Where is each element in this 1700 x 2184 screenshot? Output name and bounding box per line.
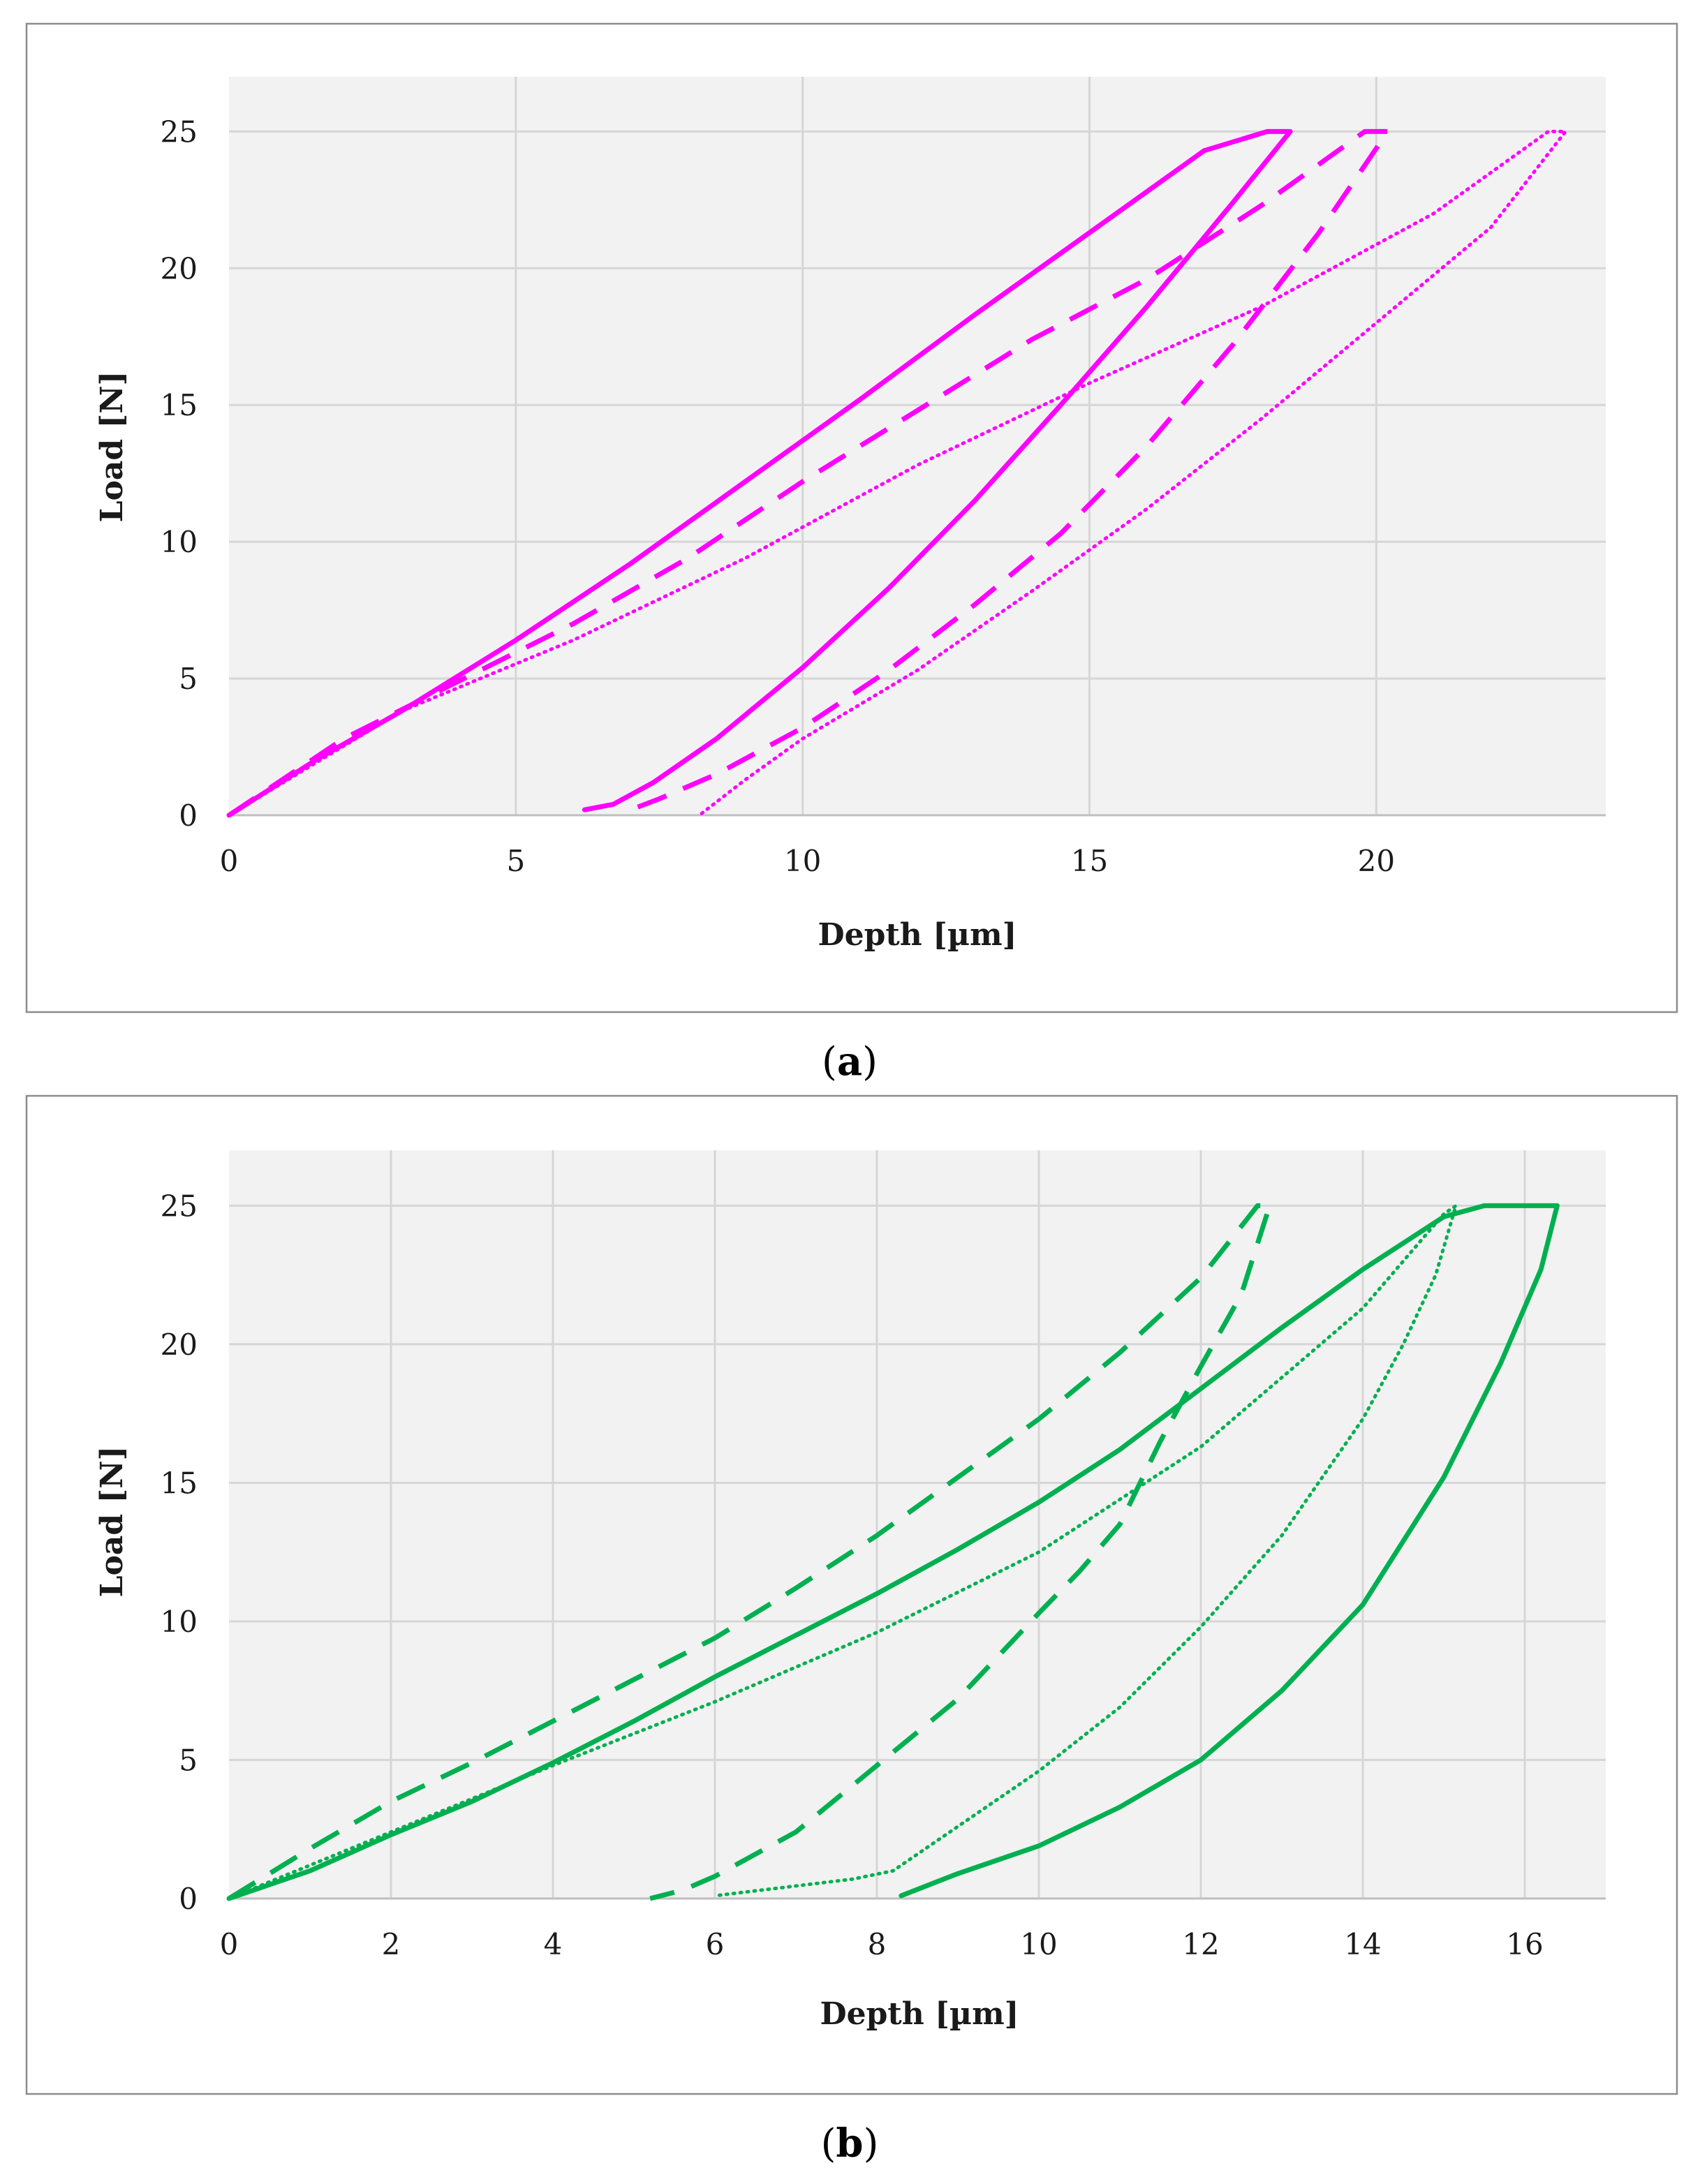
panel-a-plot-area bbox=[229, 77, 1606, 815]
panel-a-caption-open: ( bbox=[822, 1039, 837, 1085]
panel-a-caption-close: ) bbox=[862, 1039, 878, 1085]
y-tick-label: 15 bbox=[161, 388, 198, 422]
panel-b-caption-letter: b bbox=[836, 2120, 863, 2167]
panel-b-plot-area bbox=[229, 1150, 1606, 1899]
panel-a-caption-letter: a bbox=[837, 1039, 862, 1085]
y-tick-label: 0 bbox=[179, 798, 198, 833]
panel-b-series bbox=[226, 1203, 1560, 1901]
y-tick-label: 0 bbox=[179, 1882, 198, 1916]
panel-b-y-axis-label: Load [N] bbox=[94, 1446, 130, 1598]
panel-a-tick-labels: 0 5 10 15 20 0 5 10 15 20 25 bbox=[161, 114, 1396, 878]
panel-b: 0 2 4 6 8 10 12 14 16 0 5 10 15 20 25 Depth [µm] Load … bbox=[25, 1094, 1678, 2095]
panel-a-x-axis-label: Depth [µm] bbox=[818, 917, 1017, 953]
series-dashed-line bbox=[228, 1203, 1273, 1901]
x-tick-label: 8 bbox=[868, 1927, 887, 1961]
x-tick-label: 20 bbox=[1358, 844, 1395, 878]
x-tick-label: 15 bbox=[1071, 844, 1108, 878]
y-tick-label: 5 bbox=[179, 662, 198, 696]
x-tick-label: 10 bbox=[784, 844, 821, 878]
x-tick-label: 16 bbox=[1506, 1927, 1543, 1961]
y-tick-label: 15 bbox=[161, 1466, 198, 1500]
x-tick-label: 10 bbox=[1020, 1927, 1057, 1961]
x-tick-label: 14 bbox=[1344, 1927, 1381, 1961]
series-dashed-line bbox=[228, 128, 1391, 817]
panel-a-caption: (a) bbox=[822, 1039, 878, 1085]
x-tick-label: 6 bbox=[706, 1927, 725, 1961]
x-tick-label: 0 bbox=[220, 1927, 239, 1961]
x-tick-label: 0 bbox=[220, 844, 239, 878]
panel-b-gridlines bbox=[229, 1150, 1606, 1900]
x-tick-label: 5 bbox=[506, 844, 525, 878]
y-tick-label: 20 bbox=[161, 251, 198, 285]
x-tick-label: 12 bbox=[1182, 1927, 1219, 1961]
y-tick-label: 25 bbox=[161, 1189, 198, 1223]
panel-a: 0 5 10 15 20 0 5 10 15 20 25 Depth [µm] Load [N] bbox=[25, 22, 1678, 1013]
series-dotted-line bbox=[227, 1203, 1458, 1901]
y-tick-label: 10 bbox=[161, 525, 198, 559]
series-solid-line bbox=[226, 128, 1293, 818]
panel-b-caption: (b) bbox=[821, 2120, 879, 2167]
x-tick-label: 4 bbox=[544, 1927, 563, 1961]
panel-a-gridlines bbox=[229, 77, 1606, 817]
y-tick-label: 25 bbox=[161, 114, 198, 149]
panel-b-tick-labels: 0 2 4 6 8 10 12 14 16 0 5 10 15 20 25 bbox=[161, 1189, 1544, 1961]
panel-b-x-axis-label: Depth [µm] bbox=[820, 1996, 1019, 2032]
panel-b-caption-open: ( bbox=[821, 2121, 836, 2167]
series-dotted-line bbox=[227, 129, 1567, 817]
y-tick-label: 5 bbox=[179, 1743, 198, 1777]
panel-a-series bbox=[226, 128, 1567, 818]
x-tick-label: 2 bbox=[382, 1927, 401, 1961]
series-solid-line bbox=[226, 1203, 1560, 1901]
panel-a-y-axis-label: Load [N] bbox=[94, 371, 130, 523]
panel-b-caption-close: ) bbox=[864, 2121, 879, 2167]
y-tick-label: 20 bbox=[161, 1328, 198, 1362]
y-tick-label: 10 bbox=[161, 1605, 198, 1639]
